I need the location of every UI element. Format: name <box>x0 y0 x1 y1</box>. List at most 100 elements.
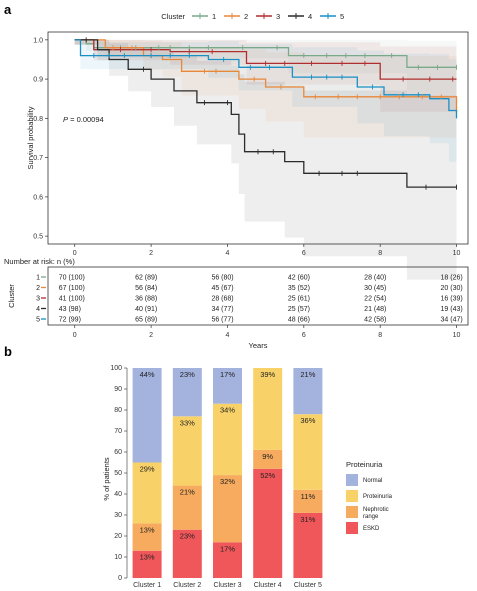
bar-legend-title: Proteinuria <box>346 460 383 469</box>
km-y-tick-label: 0.8 <box>33 116 43 123</box>
risk-row-cluster-label: 4 <box>36 306 40 313</box>
bar-segment-proteinuria <box>132 462 162 524</box>
risk-cell: 18 (26) <box>441 275 463 282</box>
km-legend-label: 3 <box>276 12 280 21</box>
bar-legend-item-proteinuria: Proteinuria <box>346 490 393 502</box>
bar-x-tick-label: Cluster 5 <box>294 582 322 589</box>
risk-table-x-title: Years <box>249 341 268 350</box>
risk-table-frame <box>47 266 469 326</box>
bar-segment-label: 31% <box>300 515 315 524</box>
risk-cell: 34 (47) <box>441 317 463 324</box>
bar-y-tick-label: 30 <box>114 512 122 519</box>
risk-cell: 40 (91) <box>135 306 157 313</box>
bar-segment-label: 34% <box>220 406 235 415</box>
bar-segment-label: 23% <box>180 370 195 379</box>
risk-cell: 35 (52) <box>288 285 310 292</box>
km-x-tick-label: 8 <box>378 250 382 257</box>
km-band-cluster-3 <box>74 39 457 114</box>
km-legend-label: 1 <box>212 12 216 21</box>
km-p-value: P = 0.00094 <box>63 115 104 124</box>
risk-cell: 67 (100) <box>59 285 85 292</box>
km-legend-item-5: 5 <box>320 12 344 21</box>
km-legend: Cluster 1 2 3 4 5 <box>161 12 344 21</box>
risk-cell: 28 (68) <box>211 296 233 303</box>
km-band-cluster-2 <box>74 39 457 165</box>
risk-row-cluster-label: 1 <box>36 275 40 282</box>
risk-cell: 16 (39) <box>441 296 463 303</box>
risk-cell: 30 (45) <box>364 285 386 292</box>
km-y-tick-label: 1.0 <box>33 37 43 44</box>
bar-segment-label: 36% <box>300 416 315 425</box>
km-line-cluster-3 <box>74 39 457 80</box>
bar-legend-item-eskd: ESKD <box>346 522 380 534</box>
risk-cell: 56 (84) <box>135 285 157 292</box>
km-line-cluster-5 <box>74 39 458 119</box>
risk-x-tick-label: 10 <box>453 332 461 339</box>
bar-x-tick-label: Cluster 4 <box>254 582 282 589</box>
bar-segment-proteinuria <box>172 416 202 486</box>
bar-legend-swatch <box>346 506 358 518</box>
bar-segment-eskd <box>172 529 202 578</box>
risk-cell: 25 (57) <box>288 306 310 313</box>
bar-segment-label: 32% <box>220 477 235 486</box>
bar-legend-label: Normal <box>363 478 382 484</box>
km-band-cluster-5 <box>74 39 457 175</box>
km-x-tick-label: 0 <box>73 250 77 257</box>
bar-y-tick-label: 100 <box>110 365 122 372</box>
bar-y-tick-label: 70 <box>114 428 122 435</box>
risk-x-tick-label: 4 <box>226 332 230 339</box>
km-y-axis-title: Survival probability <box>26 106 35 169</box>
km-legend-label: 4 <box>308 12 312 21</box>
risk-cell: 48 (66) <box>288 317 310 324</box>
bar-y-tick-label: 80 <box>114 407 122 414</box>
bar-legend-swatch <box>346 522 358 534</box>
bar-segment-nephrotic-range <box>253 449 283 469</box>
km-legend-label: 5 <box>340 12 344 21</box>
bar-segment-label: 21% <box>180 488 195 497</box>
risk-x-tick-label: 8 <box>378 332 382 339</box>
risk-cell: 41 (100) <box>59 296 85 303</box>
km-line-cluster-4 <box>74 39 457 188</box>
km-legend-item-4: 4 <box>288 12 312 21</box>
bar-y-axis-title: % of patients <box>102 457 111 501</box>
bar-y-tick-label: 20 <box>114 533 122 540</box>
risk-row-cluster-label: 5 <box>36 317 40 324</box>
km-x-tick-label: 4 <box>226 250 230 257</box>
bar-stack-2: 23% 21% 33% 23% <box>172 368 202 578</box>
km-y-tick-label: 0.5 <box>33 234 43 241</box>
km-legend-item-3: 3 <box>256 12 280 21</box>
bar-segment-eskd <box>293 512 323 578</box>
km-y-tick-label: 0.6 <box>33 194 43 201</box>
bar-stacks: 13% 13% 29% 44% 23% 21% 33% 23% 17% 32% 34% 17% 52% 9… <box>132 368 323 578</box>
bar-stack-3: 17% 32% 34% 17% <box>213 368 242 578</box>
risk-cell: 28 (40) <box>364 275 386 282</box>
km-confidence-bands <box>74 39 457 281</box>
bar-segment-eskd <box>213 542 242 578</box>
risk-cell: 42 (60) <box>288 275 310 282</box>
km-p-label: P <box>63 115 68 124</box>
bar-segment-eskd <box>253 468 283 578</box>
risk-cell: 56 (77) <box>211 317 233 324</box>
risk-x-tick-label: 6 <box>302 332 306 339</box>
bar-segment-label: 13% <box>140 553 155 562</box>
risk-cell: 25 (61) <box>288 296 310 303</box>
bar-stack-5: 31% 11% 36% 21% <box>293 368 323 578</box>
risk-row-cluster-label: 2 <box>36 285 40 292</box>
risk-cell: 72 (99) <box>59 317 81 324</box>
bar-x-tick-label: Cluster 2 <box>173 582 201 589</box>
bar-y-tick-label: 0 <box>118 575 122 582</box>
bar-segment-nephrotic-range <box>293 489 323 513</box>
bar-segment-label: 33% <box>180 418 195 427</box>
bar-y-tick-label: 10 <box>114 554 122 561</box>
bar-legend-label: Nephrotic <box>363 507 389 513</box>
bar-segment-label: 9% <box>262 452 273 461</box>
risk-table-rows: 1 70 (100) 62 (89) 56 (80) 42 (60) 28 (40) 18 … <box>36 275 463 324</box>
km-x-tick-label: 6 <box>302 250 306 257</box>
bar-segment-nephrotic-range <box>213 475 242 543</box>
km-x-axis: 0 2 4 6 8 10 <box>73 244 461 257</box>
risk-x-tick-label: 2 <box>149 332 153 339</box>
km-legend-label: 2 <box>244 12 248 21</box>
bar-x-tick-label: Cluster 3 <box>213 582 241 589</box>
